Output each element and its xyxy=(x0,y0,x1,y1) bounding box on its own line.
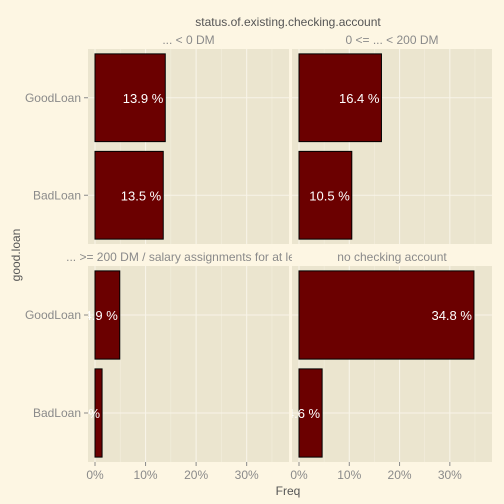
bar xyxy=(94,368,103,458)
y-tick-label: BadLoan xyxy=(33,188,81,202)
panel-strip xyxy=(292,248,492,266)
bar xyxy=(94,53,166,143)
panel: 0 <= ... < 200 DM 16.4 % 10.5 % xyxy=(292,31,492,244)
bar-value-label: 13.5 % xyxy=(121,188,162,203)
panel: ... < 0 DM 13.9 % 13.5 % GoodLoan BadLoan xyxy=(25,31,289,244)
bar-value-label: 4.6 % xyxy=(287,406,321,421)
bar-value-label: 13.9 % xyxy=(123,91,164,106)
panel-background xyxy=(88,266,289,462)
panel-strip xyxy=(88,31,289,49)
bar-value-label: 4.9 % xyxy=(85,308,119,323)
panel-title: no checking account xyxy=(337,250,447,264)
x-tick-label: 10% xyxy=(337,468,361,482)
x-tick-label: 30% xyxy=(235,468,259,482)
x-tick-label: 0% xyxy=(290,468,308,482)
panel: ... >= 200 DM / salary assignments for a… xyxy=(25,248,312,482)
x-tick-label: 10% xyxy=(134,468,158,482)
y-tick-label: GoodLoan xyxy=(25,308,81,322)
bar xyxy=(298,270,475,360)
x-tick-label: 30% xyxy=(438,468,462,482)
panel-marks: 34.8 % 4.6 % xyxy=(287,270,475,458)
y-tick-label: GoodLoan xyxy=(25,91,81,105)
panel-title: 0 <= ... < 200 DM xyxy=(345,33,438,47)
bar-value-label: 16.4 % xyxy=(339,91,380,106)
x-axis-title: Freq xyxy=(276,484,301,498)
panel-marks: 13.9 % 13.5 % xyxy=(94,53,166,240)
bar xyxy=(298,368,323,458)
panel-title: ... < 0 DM xyxy=(162,33,214,47)
bar xyxy=(298,150,353,240)
bar xyxy=(94,150,164,240)
bar xyxy=(298,53,382,143)
bar-value-label: 1.4 % xyxy=(67,406,101,421)
bar-value-label: 10.5 % xyxy=(309,188,350,203)
y-axis-title: good.loan xyxy=(9,229,23,282)
x-tick-label: 20% xyxy=(388,468,412,482)
panel-title: ... >= 200 DM / salary assignments for a… xyxy=(66,250,311,264)
y-tick-label: BadLoan xyxy=(33,406,81,420)
x-tick-label: 20% xyxy=(184,468,208,482)
panels: ... < 0 DM 13.9 % 13.5 % GoodLoan BadLoan 0 <… xyxy=(25,31,492,482)
panel: no checking account 34.8 % 4.6 % 0% 10% 20% 30… xyxy=(287,248,492,482)
panel-strip xyxy=(88,248,289,266)
facet-title: status.of.existing.checking.account xyxy=(195,15,381,29)
panel-marks: 16.4 % 10.5 % xyxy=(298,53,382,240)
x-tick-label: 0% xyxy=(86,468,104,482)
bar-value-label: 34.8 % xyxy=(431,308,472,323)
panel-strip xyxy=(292,31,492,49)
bar xyxy=(94,270,121,360)
panel-marks: 4.9 % 1.4 % xyxy=(67,270,121,458)
